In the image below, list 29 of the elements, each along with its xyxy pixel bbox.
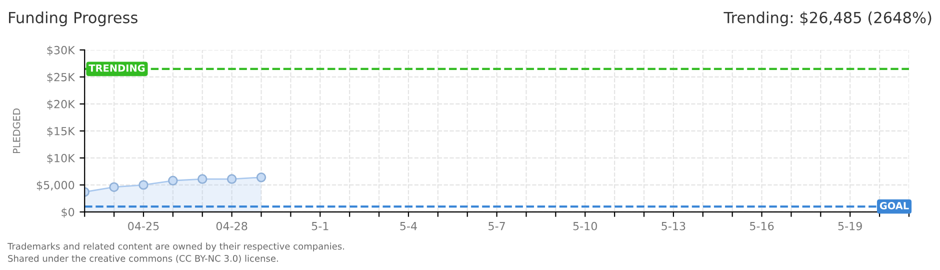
y-tick-label: $5,000 [36,180,74,191]
y-tick-label: $20K [47,100,76,110]
y-tick-label: $15K [47,126,76,137]
x-tick-label: 5-1 [312,222,328,230]
y-tick-label: $25K [47,72,76,83]
point [138,180,148,190]
x-tick-label: 5-19 [838,222,862,230]
x-tick-label: 5-13 [662,222,686,230]
point [109,182,119,192]
x-tick-label: 5-4 [400,222,417,230]
x-tick-label: 5-10 [573,222,597,230]
point [168,176,178,186]
x-tick-label: 04-25 [128,222,159,230]
ref-line-label: TRENDING [88,64,145,72]
chart-title: Funding Progress [9,12,138,26]
y-tick-label: $10K [47,154,76,164]
y-tick-label: $30K [47,46,76,56]
point [256,172,266,182]
chart-subtitle: Trending: $26,485 (2648%) [724,12,932,26]
x-tick-label: 04-28 [216,222,248,230]
point [198,174,208,184]
text: Trademarks and related content are owned by their respective companies. [7,242,344,252]
x-tick-label: 5-16 [750,222,774,230]
y-axis-title: PLEDGED [12,108,20,154]
text: Shared under the creative commons (CC BY-NC 3.0) license. [8,254,278,263]
point [226,174,237,184]
ref-line-label: GOAL [880,202,909,210]
y-tick-label: $0 [62,208,74,218]
x-tick-label: 5-7 [488,222,505,230]
